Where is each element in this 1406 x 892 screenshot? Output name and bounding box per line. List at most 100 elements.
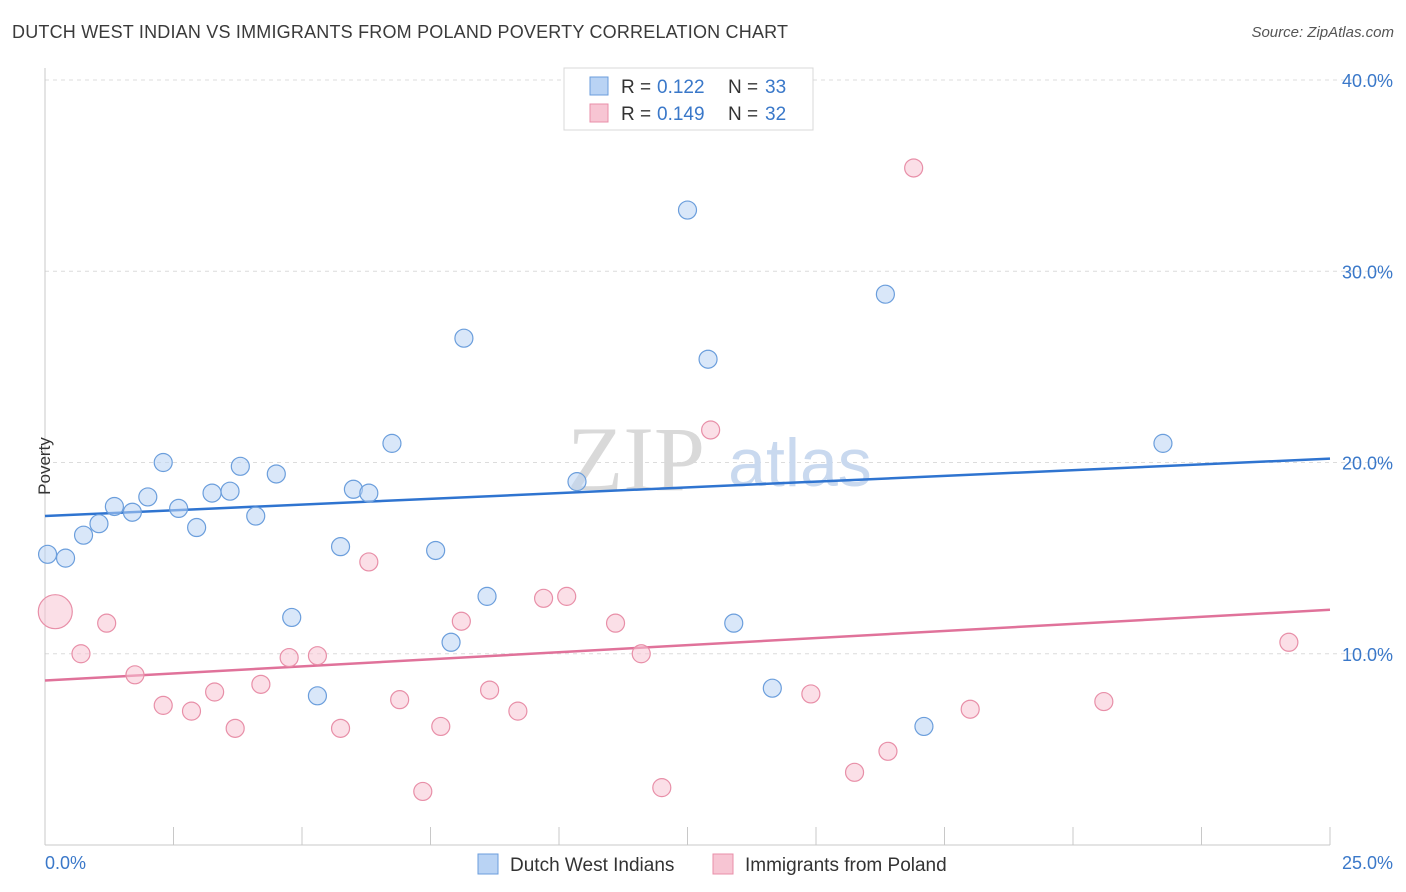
x-tick-label-min: 0.0% [45,853,86,873]
series-legend-label-1: Immigrants from Poland [745,855,947,876]
data-points [37,158,1299,802]
stats-legend-n-value-1: 32 [765,104,786,125]
y-tick-label-1: 20.0% [1342,454,1393,474]
point-dutch-west-indians-22 [441,632,461,652]
point-dutch-west-indians-17 [330,537,351,557]
point-immigrants-from-poland-9 [279,647,299,668]
point-dutch-west-indians-0 [37,544,58,564]
series-legend-label-0: Dutch West Indians [510,855,674,876]
trend-lines [44,457,1331,682]
stats-legend-swatch-1 [589,103,609,123]
stats-legend-r-value-0: 0.122 [657,77,705,98]
point-dutch-west-indians-15 [282,607,302,628]
series-legend-swatch-1 [712,853,734,875]
trend-line-immigrants-from-poland [44,608,1331,682]
watermark: ZIP atlas [567,408,872,510]
point-dutch-west-indians-28 [724,613,744,633]
point-immigrants-from-poland-13 [390,690,410,710]
point-immigrants-from-poland-19 [533,588,554,608]
point-dutch-west-indians-10 [202,483,222,503]
point-dutch-west-indians-21 [426,540,446,561]
point-dutch-west-indians-12 [230,456,250,476]
point-immigrants-from-poland-29 [960,699,980,719]
point-dutch-west-indians-11 [220,481,240,501]
point-dutch-west-indians-7 [153,452,173,473]
point-dutch-west-indians-9 [187,517,207,538]
point-immigrants-from-poland-2 [97,613,117,633]
stats-legend: R = 0.122 N = 33 R = 0.149 N = 32 [563,67,814,131]
stats-legend-r-value-1: 0.149 [657,104,705,125]
y-axis-label: Poverty [34,437,54,495]
point-immigrants-from-poland-20 [557,586,577,606]
stats-legend-swatch-0 [589,76,609,96]
point-dutch-west-indians-19 [359,483,379,503]
tick-labels: 10.0% 20.0% 30.0% 40.0% 0.0% 25.0% [45,71,1393,873]
point-dutch-west-indians-31 [914,716,934,737]
stats-legend-r-label-1: R = [621,104,651,125]
point-immigrants-from-poland-11 [330,718,351,738]
stats-legend-n-label-0: N = [728,77,758,98]
point-dutch-west-indians-3 [89,514,109,534]
point-immigrants-from-poland-10 [307,646,328,666]
point-immigrants-from-poland-6 [205,682,225,702]
point-immigrants-from-poland-4 [153,695,173,715]
point-dutch-west-indians-23 [454,328,474,348]
point-immigrants-from-poland-26 [844,762,865,782]
series-legend: Dutch West Indians Immigrants from Poland [477,853,947,876]
watermark-zip: ZIP [567,408,705,510]
series-legend-swatch-0 [477,853,499,875]
point-immigrants-from-poland-22 [631,644,651,664]
point-immigrants-from-poland-14 [413,781,433,802]
point-dutch-west-indians-1 [55,548,76,568]
point-dutch-west-indians-30 [875,284,895,304]
point-immigrants-from-poland-18 [508,701,528,721]
point-dutch-west-indians-2 [73,525,94,545]
point-immigrants-from-poland-25 [801,684,821,704]
point-immigrants-from-poland-5 [181,701,202,721]
point-immigrants-from-poland-23 [652,778,672,798]
y-tick-label-3: 40.0% [1342,71,1393,91]
gridlines [45,79,1392,655]
point-immigrants-from-poland-0 [37,594,73,630]
y-tick-label-0: 10.0% [1342,645,1393,665]
point-immigrants-from-poland-24 [701,420,721,440]
watermark-atlas: atlas [728,425,872,501]
point-dutch-west-indians-20 [382,433,402,453]
point-dutch-west-indians-25 [567,472,587,492]
point-immigrants-from-poland-31 [1279,632,1299,652]
point-immigrants-from-poland-8 [251,674,271,694]
point-immigrants-from-poland-28 [904,158,924,178]
point-dutch-west-indians-29 [762,678,782,698]
stats-legend-n-label-1: N = [728,104,758,125]
point-immigrants-from-poland-17 [480,680,500,700]
stats-legend-r-label-0: R = [621,77,651,98]
point-dutch-west-indians-32 [1153,433,1173,453]
point-immigrants-from-poland-21 [605,613,626,633]
point-immigrants-from-poland-15 [431,716,451,737]
x-tick-label-max: 25.0% [1342,853,1393,873]
point-dutch-west-indians-16 [307,686,328,706]
y-tick-label-2: 30.0% [1342,262,1393,282]
point-dutch-west-indians-26 [677,200,698,220]
point-immigrants-from-poland-27 [878,741,898,761]
point-immigrants-from-poland-7 [225,718,245,738]
point-dutch-west-indians-13 [246,506,266,526]
point-immigrants-from-poland-30 [1094,691,1114,712]
axes [44,68,1331,846]
stats-legend-n-value-0: 33 [765,77,786,98]
chart-title: DUTCH WEST INDIAN VS IMMIGRANTS FROM POL… [12,22,789,42]
point-immigrants-from-poland-1 [71,644,91,664]
point-dutch-west-indians-5 [122,502,142,522]
point-dutch-west-indians-4 [104,496,124,517]
point-dutch-west-indians-8 [169,498,189,518]
source-label: Source: ZipAtlas.com [1251,24,1394,41]
point-immigrants-from-poland-3 [125,665,145,685]
point-dutch-west-indians-27 [698,349,718,369]
trend-line-dutch-west-indians [44,457,1331,518]
point-dutch-west-indians-14 [266,464,286,484]
point-dutch-west-indians-24 [477,586,497,606]
point-immigrants-from-poland-12 [359,552,379,572]
point-immigrants-from-poland-16 [451,611,471,631]
point-dutch-west-indians-6 [138,487,158,507]
